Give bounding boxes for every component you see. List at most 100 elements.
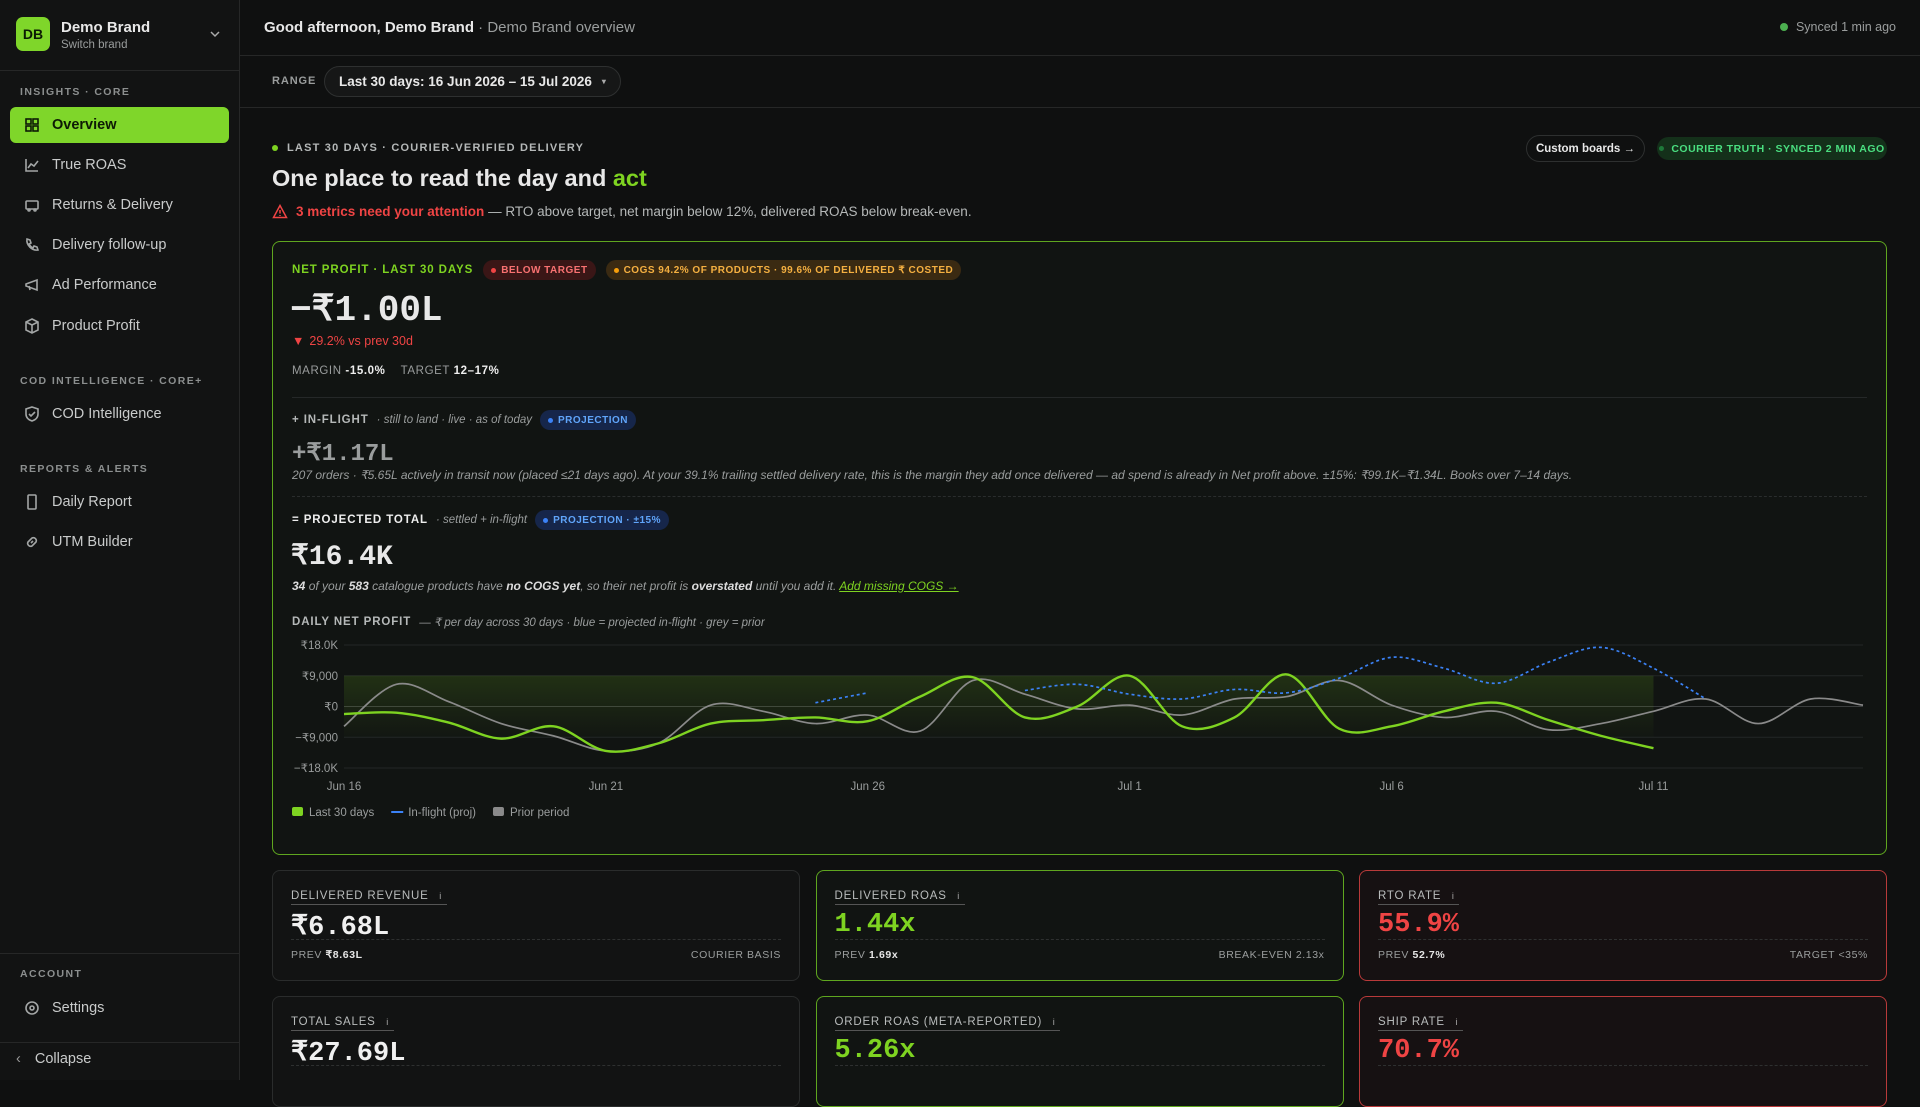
status-dot	[1659, 146, 1665, 151]
period-band	[344, 675, 1654, 738]
section-title: COD INTELLIGENCE · CORE+	[20, 375, 203, 387]
projected-label: = PROJECTED TOTAL	[292, 514, 428, 526]
divider	[0, 1042, 240, 1043]
status-dot	[272, 145, 278, 151]
info-icon[interactable]: i	[1455, 1017, 1459, 1027]
range-picker[interactable]: Last 30 days: 16 Jun 2026 – 15 Jul 2026 ▾	[324, 66, 621, 97]
nav-item[interactable]: Daily Report	[10, 484, 229, 520]
nav-item[interactable]: Product Profit	[10, 308, 229, 344]
custom-boards-button[interactable]: Custom boards →	[1526, 135, 1645, 162]
divider	[834, 939, 1325, 940]
legend-label: Prior period	[510, 807, 569, 819]
brand-switch[interactable]: Switch brand	[61, 39, 128, 51]
projected-header: = PROJECTED TOTAL · settled + in-flight …	[292, 510, 669, 530]
prev-value: 1.69x	[869, 949, 899, 961]
metric-label-text: DELIVERED ROAS	[834, 890, 947, 902]
y-tick-label: −₹18.0K	[294, 763, 338, 775]
nav-label: Settings	[52, 1000, 105, 1016]
icon	[25, 318, 39, 334]
note-part: of your	[305, 579, 349, 593]
legend-label: In-flight (proj)	[408, 807, 476, 819]
alert-strong: 3 metrics need your attention	[296, 204, 485, 219]
chart-title: DAILY NET PROFIT	[292, 616, 412, 628]
metric-note: COURIER BASIS	[690, 949, 781, 961]
nav-label: Delivery follow-up	[52, 237, 167, 253]
cogs-link[interactable]: Add missing COGS →	[839, 579, 959, 593]
brand-avatar[interactable]: DB	[16, 17, 50, 51]
metric-label: SHIP RATE i	[1378, 1016, 1463, 1031]
section-title: INSIGHTS · CORE	[20, 86, 131, 98]
margin-row: MARGIN -15.0% TARGET 12–17%	[292, 365, 499, 377]
metric-label: DELIVERED REVENUE i	[291, 890, 447, 905]
net-profit-header: NET PROFIT · LAST 30 DAYS BELOW TARGET C…	[292, 260, 962, 280]
range-label: RANGE	[272, 75, 317, 87]
alert-line: 3 metrics need your attention — RTO abov…	[272, 204, 972, 219]
nav-item[interactable]: UTM Builder	[10, 524, 229, 560]
icon	[25, 200, 39, 212]
collapse-button[interactable]: ‹ Collapse	[16, 1051, 91, 1067]
target-value: 12–17%	[453, 365, 500, 377]
sync-text: Synced 1 min ago	[1795, 20, 1896, 34]
nav-item[interactable]: True ROAS	[10, 147, 229, 183]
nav-item[interactable]: Ad Performance	[10, 267, 229, 303]
nav-item[interactable]: Returns & Delivery	[10, 187, 229, 223]
nav-item[interactable]: Overview	[10, 107, 229, 143]
badge-text: BELOW TARGET	[501, 264, 588, 276]
metric-card: DELIVERED ROAS i 1.44x PREV 1.69x BREAK-EV…	[815, 870, 1344, 981]
net-profit-change: ▼ 29.2% vs prev 30d	[292, 334, 413, 348]
prev-label: PREV	[1378, 949, 1409, 961]
badge: COGS 94.2% OF PRODUCTS · 99.6% OF DELIVE…	[605, 260, 962, 280]
badge: PROJECTION · ±15%	[535, 510, 669, 530]
divider	[291, 1065, 781, 1066]
section-title: ACCOUNT	[20, 968, 83, 980]
nav-item[interactable]: COD Intelligence	[10, 396, 229, 432]
nav-item[interactable]: Delivery follow-up	[10, 227, 229, 263]
metric-value: 55.9%	[1378, 910, 1460, 940]
y-tick-label: ₹0	[324, 702, 338, 714]
icon: ‹	[16, 1051, 21, 1067]
x-tick-label: Jun 26	[851, 781, 886, 793]
icon	[25, 159, 39, 172]
x-tick-label: Jun 16	[327, 781, 362, 793]
icon	[26, 536, 38, 548]
daily-net-profit-chart: ₹18.0K ₹9,000 ₹0 −₹9,000 −₹18.0K Jun 16 Jun 21…	[292, 640, 1864, 819]
series-line	[343, 673, 1654, 753]
top-bar: Good afternoon, Demo Brand · Demo Brand …	[240, 0, 1920, 56]
metric-value: 5.26x	[834, 1036, 916, 1066]
sync-status: Synced 1 min ago	[1779, 20, 1896, 34]
status-dot	[1779, 23, 1788, 31]
metric-label: ORDER ROAS (META-REPORTED) i	[834, 1016, 1061, 1031]
divider	[291, 939, 781, 940]
brand-name[interactable]: Demo Brand	[61, 19, 151, 36]
info-icon[interactable]: i	[439, 891, 442, 901]
info-icon[interactable]: i	[957, 891, 961, 901]
status-dot	[543, 517, 549, 523]
status-dot	[547, 417, 553, 423]
info-icon[interactable]: i	[386, 1017, 390, 1027]
nav-label: True ROAS	[52, 157, 127, 173]
x-tick-label: Jul 1	[1118, 781, 1142, 793]
brand-chevron[interactable]	[209, 29, 221, 39]
info-icon[interactable]: i	[1451, 891, 1455, 901]
alert-rest: — RTO above target, net margin below 12%…	[488, 204, 972, 219]
truth-badge: COURIER TRUTH · SYNCED 2 MIN AGO	[1657, 137, 1887, 160]
metric-label-text: SHIP RATE	[1378, 1016, 1445, 1028]
icon	[25, 1001, 39, 1015]
icon	[25, 406, 39, 422]
net-profit-label: NET PROFIT · LAST 30 DAYS	[292, 264, 474, 276]
net-profit-value: −₹1.00L	[290, 290, 443, 331]
metric-label-text: TOTAL SALES	[291, 1016, 376, 1028]
range-value: Last 30 days: 16 Jun 2026 – 15 Jul 2026	[339, 74, 592, 89]
metric-value: ₹6.68L	[291, 913, 390, 943]
icon	[25, 118, 39, 132]
y-tick-label: −₹9,000	[295, 732, 338, 744]
range-bar: RANGE Last 30 days: 16 Jun 2026 – 15 Jul…	[240, 56, 1920, 108]
metric-card: RTO RATE i 55.9% PREV 52.7% TARGET <35%	[1359, 870, 1887, 981]
info-icon[interactable]: i	[1052, 1017, 1056, 1027]
note-part: , so their net profit is	[580, 579, 692, 593]
metric-label-text: ORDER ROAS (META-REPORTED)	[834, 1016, 1043, 1028]
series-line	[343, 678, 1864, 753]
series-line	[815, 646, 1707, 704]
nav-label: UTM Builder	[52, 534, 133, 550]
nav-item[interactable]: Settings	[10, 990, 229, 1026]
